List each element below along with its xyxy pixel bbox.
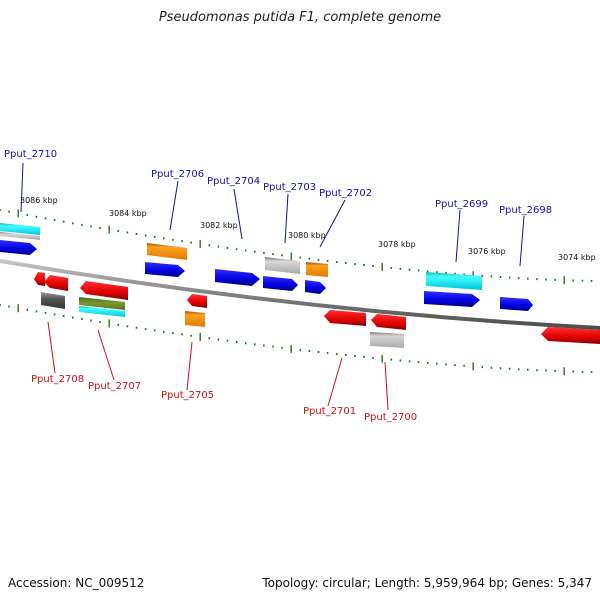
gene-feature[interactable]	[145, 262, 185, 277]
gene-feature[interactable]	[324, 310, 366, 326]
gene-label[interactable]: Pput_2710	[4, 149, 57, 160]
genome-backbone	[0, 259, 600, 330]
gene-label[interactable]: Pput_2698	[499, 205, 552, 216]
kbp-label-3086: 3086 kbp	[20, 196, 58, 205]
gene-label[interactable]: Pput_2707	[88, 381, 141, 392]
kbp-label-3076: 3076 kbp	[468, 247, 506, 256]
genome-title: Pseudomonas putida F1, complete genome	[158, 10, 442, 25]
kbp-label-3078: 3078 kbp	[378, 240, 416, 249]
gene-feature[interactable]	[79, 297, 125, 310]
lower-strand-genes	[34, 272, 600, 348]
gene-feature[interactable]	[147, 243, 187, 260]
gene-label[interactable]: Pput_2704	[207, 176, 260, 187]
gene-feature[interactable]	[265, 257, 300, 274]
accession-text: Accession: NC_009512	[8, 576, 145, 590]
gene-feature[interactable]	[371, 314, 406, 330]
gene-feature[interactable]	[426, 272, 482, 290]
kbp-label-3084: 3084 kbp	[109, 209, 147, 218]
gene-feature[interactable]	[185, 311, 205, 327]
upper-strand-genes	[0, 223, 533, 311]
gene-feature[interactable]	[34, 272, 45, 286]
kbp-label-3080: 3080 kbp	[288, 231, 326, 240]
gene-feature[interactable]	[0, 240, 37, 255]
gene-label[interactable]: Pput_2706	[151, 169, 204, 180]
gene-feature[interactable]	[41, 292, 65, 309]
gene-feature[interactable]	[80, 281, 128, 300]
gene-feature[interactable]	[0, 223, 40, 235]
label-leaders	[20, 162, 525, 411]
gene-feature[interactable]	[424, 291, 480, 307]
gene-feature[interactable]	[79, 306, 125, 317]
gene-label[interactable]: Pput_2703	[263, 182, 316, 193]
kbp-label-3082: 3082 kbp	[200, 221, 238, 230]
gene-feature[interactable]	[263, 276, 298, 291]
gene-label[interactable]: Pput_2702	[319, 188, 372, 199]
tick-marks	[0, 209, 593, 376]
gene-label[interactable]: Pput_2708	[31, 374, 84, 385]
gene-feature[interactable]	[305, 280, 326, 294]
gene-feature[interactable]	[306, 262, 328, 277]
gene-feature[interactable]	[0, 232, 40, 240]
kbp-label-3074: 3074 kbp	[558, 253, 596, 262]
topology-text: Topology: circular; Length: 5,959,964 bp…	[262, 576, 592, 590]
gene-feature[interactable]	[187, 294, 207, 308]
gene-feature[interactable]	[500, 297, 533, 311]
gene-feature[interactable]	[370, 332, 404, 348]
gene-feature[interactable]	[44, 275, 68, 291]
gene-feature[interactable]	[215, 269, 260, 286]
gene-label[interactable]: Pput_2699	[435, 199, 488, 210]
gene-label[interactable]: Pput_2701	[303, 406, 356, 417]
gene-label[interactable]: Pput_2705	[161, 390, 214, 401]
gene-label[interactable]: Pput_2700	[364, 412, 417, 423]
gene-feature[interactable]	[541, 327, 600, 344]
